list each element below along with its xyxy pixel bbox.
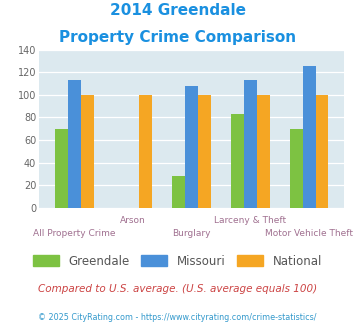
Bar xyxy=(55,129,68,208)
Bar xyxy=(244,80,257,208)
Text: Property Crime Comparison: Property Crime Comparison xyxy=(59,30,296,45)
Bar xyxy=(140,95,152,208)
Text: © 2025 CityRating.com - https://www.cityrating.com/crime-statistics/: © 2025 CityRating.com - https://www.city… xyxy=(38,314,317,322)
Bar xyxy=(303,66,316,208)
Bar xyxy=(231,114,244,208)
Bar xyxy=(290,129,303,208)
Legend: Greendale, Missouri, National: Greendale, Missouri, National xyxy=(28,250,327,273)
Text: 2014 Greendale: 2014 Greendale xyxy=(109,3,246,18)
Text: Compared to U.S. average. (U.S. average equals 100): Compared to U.S. average. (U.S. average … xyxy=(38,284,317,294)
Bar xyxy=(185,86,198,208)
Text: Larceny & Theft: Larceny & Theft xyxy=(214,216,286,225)
Text: Burglary: Burglary xyxy=(173,229,211,238)
Bar xyxy=(81,95,94,208)
Text: Motor Vehicle Theft: Motor Vehicle Theft xyxy=(265,229,353,238)
Bar xyxy=(172,176,185,208)
Bar xyxy=(198,95,211,208)
Bar xyxy=(316,95,328,208)
Bar xyxy=(257,95,270,208)
Text: All Property Crime: All Property Crime xyxy=(33,229,115,238)
Bar xyxy=(68,80,81,208)
Text: Arson: Arson xyxy=(120,216,146,225)
